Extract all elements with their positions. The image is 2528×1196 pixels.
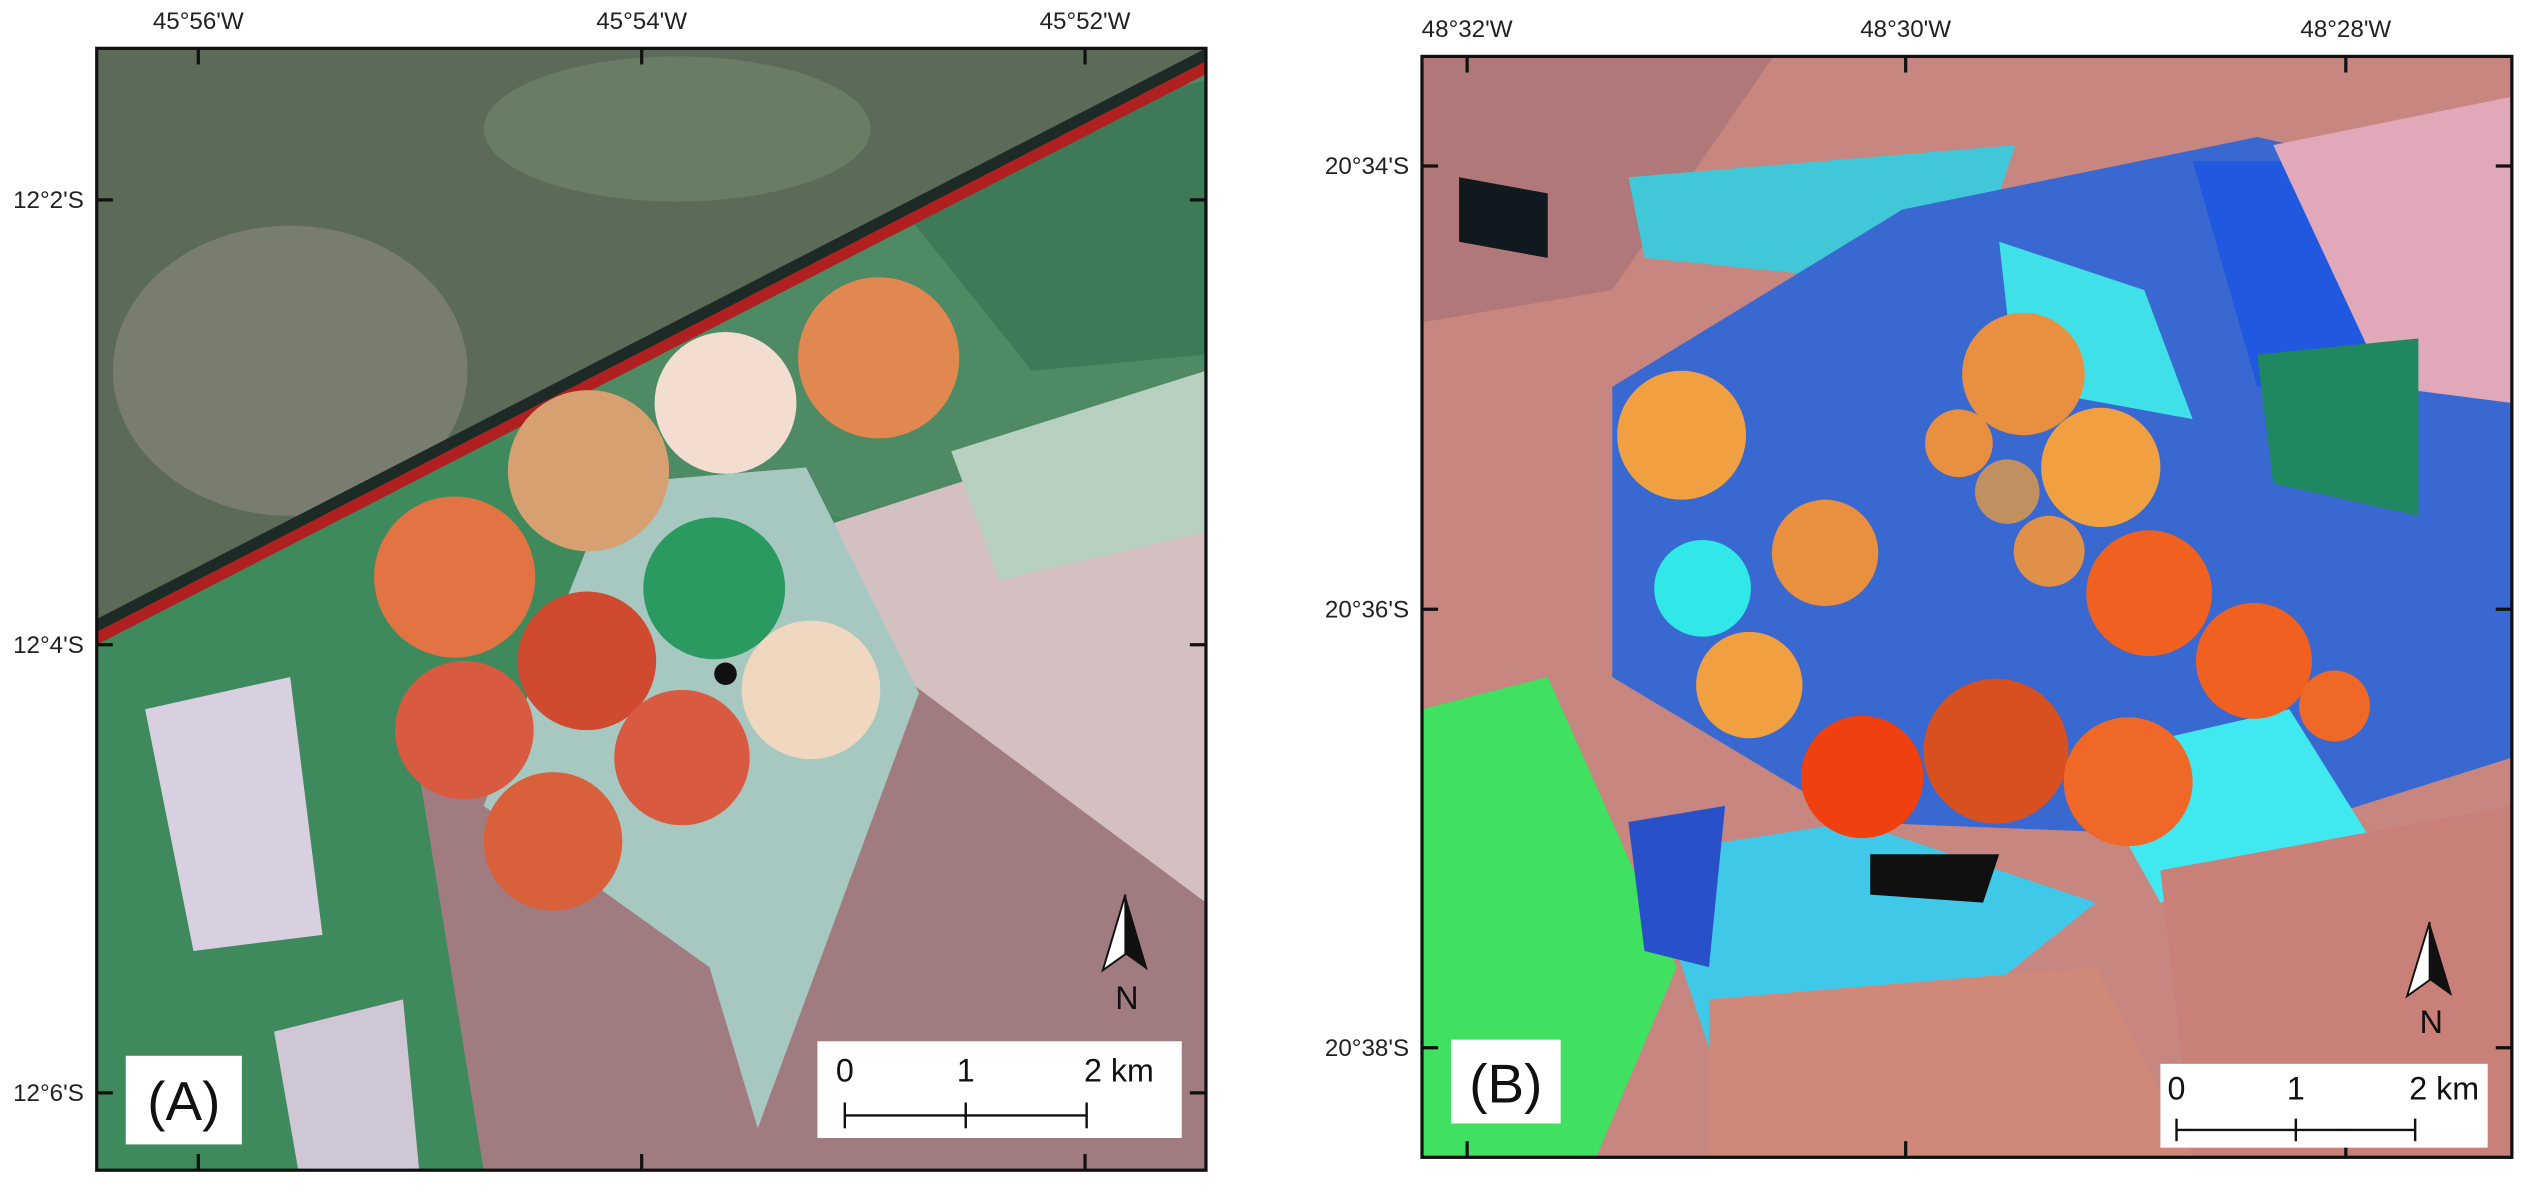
lon-label: 45°52'W: [1040, 8, 1131, 35]
lon-label: 48°30'W: [1860, 16, 1951, 43]
north-arrow: [1125, 894, 1148, 971]
panel-a-image: [96, 48, 1206, 1171]
scale-bar: [2175, 1118, 2417, 1142]
scale-bar-box: [2160, 1063, 2488, 1148]
lat-label: 12°6'S: [13, 1080, 84, 1107]
scale-bar-box: [817, 1041, 1182, 1138]
lat-label: 12°2'S: [13, 187, 84, 214]
panel-b-image: [1422, 56, 2512, 1158]
panel-b-frame: [1420, 54, 2514, 1159]
scale-label: 2 km: [2409, 1070, 2479, 1106]
scale-label: 1: [957, 1053, 975, 1089]
scale-label: 0: [2168, 1070, 2186, 1106]
scale-label: 1: [2287, 1070, 2305, 1106]
lat-label: 20°36'S: [1325, 596, 1409, 623]
lon-label: 45°54'W: [596, 8, 687, 35]
panel-label: (A): [147, 1070, 220, 1132]
panel-label: (B): [1469, 1053, 1542, 1115]
panel-label-box: [125, 1055, 242, 1145]
scale-bar: [843, 1102, 1088, 1129]
lon-label: 48°32'W: [1422, 16, 1513, 43]
panel-a-ticks: [96, 48, 1206, 1171]
north-label: N: [1115, 980, 1138, 1016]
lat-label: 20°38'S: [1325, 1035, 1409, 1062]
lon-label: 48°28'W: [2300, 16, 2391, 43]
lat-label: 20°34'S: [1325, 153, 1409, 180]
panel-label-box: [1451, 1039, 1561, 1124]
panel-b-ticks: [1422, 56, 2512, 1158]
north-label: N: [2420, 1004, 2443, 1040]
panel-a-frame: [95, 46, 1208, 1172]
scale-label: 0: [836, 1053, 854, 1089]
lon-label: 45°56'W: [153, 8, 244, 35]
scale-label: 2 km: [1084, 1053, 1154, 1089]
lat-label: 12°4'S: [13, 632, 84, 659]
